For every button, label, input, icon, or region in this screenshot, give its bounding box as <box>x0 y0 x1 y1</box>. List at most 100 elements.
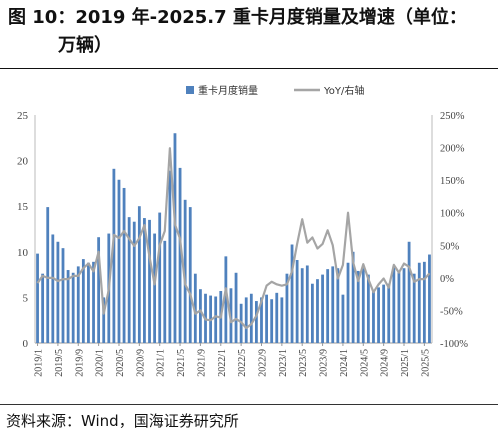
bar <box>331 266 335 343</box>
bar <box>127 217 131 343</box>
bar <box>402 268 406 343</box>
bar <box>92 261 95 343</box>
bar <box>173 133 177 343</box>
bar <box>321 274 324 343</box>
x-tick-label: 2019/9 <box>74 349 85 377</box>
bar <box>265 294 268 343</box>
bar <box>153 233 157 343</box>
y2-tick-label: -100% <box>440 339 468 350</box>
bar <box>392 266 396 343</box>
bar <box>326 269 330 343</box>
x-tick-label: 2021/9 <box>196 349 207 377</box>
bar <box>255 301 258 343</box>
source-note: 资料来源：Wind，国海证券研究所 <box>6 412 239 430</box>
bar <box>81 259 85 343</box>
y-tick-label: 15 <box>17 201 29 213</box>
y-tick-label: 0 <box>23 338 29 350</box>
legend-line-label: YoY/右轴 <box>323 84 364 97</box>
bar <box>417 262 421 343</box>
bar <box>188 207 192 343</box>
bar <box>260 297 263 343</box>
bar <box>122 187 126 343</box>
x-tick-label: 2024/9 <box>380 349 391 377</box>
bar <box>163 240 167 343</box>
y2-tick-label: 200% <box>440 144 465 155</box>
bar <box>316 279 319 343</box>
y2-tick-label: -50% <box>440 306 463 317</box>
bar <box>407 241 411 343</box>
x-tick-label: 2023/1 <box>278 349 289 377</box>
bar <box>36 253 39 343</box>
bar <box>224 256 228 343</box>
bar <box>412 273 416 343</box>
bar <box>275 292 279 343</box>
bar <box>46 207 50 343</box>
bar <box>214 296 218 343</box>
bar <box>346 262 350 343</box>
bar <box>61 248 65 343</box>
y2-tick-label: 0% <box>440 274 454 285</box>
x-tick-label: 2019/5 <box>54 349 65 377</box>
bar <box>372 291 375 343</box>
bar <box>51 234 55 343</box>
figure-title: 图 10：2019 年-2025.7 重卡月度销量及增速（单位： 万辆） <box>8 4 494 60</box>
bar <box>178 167 182 343</box>
x-tick-label: 2019/1 <box>34 349 45 377</box>
y-tick-label: 25 <box>17 110 29 122</box>
bar <box>71 272 75 343</box>
bar <box>387 283 391 343</box>
x-tick-label: 2022/1 <box>217 349 228 377</box>
bar <box>234 272 238 343</box>
bar <box>117 179 121 343</box>
bar <box>132 221 136 343</box>
bar <box>41 273 45 343</box>
bar <box>66 270 70 343</box>
bar <box>382 284 386 343</box>
yoy-line <box>36 147 431 330</box>
bar <box>300 268 304 343</box>
bar <box>137 206 141 343</box>
bar <box>168 170 172 343</box>
bar <box>290 244 294 343</box>
y-tick-label: 10 <box>17 247 29 259</box>
bar <box>97 237 101 343</box>
legend-bar-label: 重卡月度销量 <box>198 84 258 97</box>
y-tick-label: 20 <box>17 156 29 168</box>
figure-title-line2: 万辆） <box>58 35 112 56</box>
bar <box>310 283 314 343</box>
bar <box>295 260 299 343</box>
x-tick-label: 2021/5 <box>176 349 187 377</box>
x-tick-label: 2020/1 <box>95 349 106 377</box>
bar <box>361 268 365 343</box>
bar <box>112 168 116 343</box>
bar <box>280 297 284 343</box>
x-tick-label: 2024/1 <box>339 349 350 377</box>
y2-tick-label: 50% <box>440 241 460 252</box>
bar <box>397 270 401 343</box>
y2-tick-label: 150% <box>440 176 465 187</box>
bar <box>148 219 151 343</box>
bar <box>341 294 345 343</box>
figure-title-line1: 图 10：2019 年-2025.7 重卡月度销量及增速（单位： <box>8 7 467 28</box>
x-tick-label: 2020/9 <box>135 349 146 377</box>
x-tick-label: 2025/1 <box>400 349 411 377</box>
bar <box>158 212 162 343</box>
bar <box>183 199 187 343</box>
bar <box>270 299 274 343</box>
bar <box>56 241 60 343</box>
y2-tick-label: 100% <box>440 209 465 220</box>
bar <box>143 218 146 343</box>
bar <box>366 274 370 343</box>
bar <box>285 273 289 343</box>
bar <box>76 266 80 343</box>
bar <box>336 268 340 343</box>
bar <box>87 262 90 343</box>
source-rule <box>0 404 498 405</box>
x-tick-label: 2022/5 <box>237 349 248 377</box>
x-tick-label: 2025/5 <box>420 349 431 377</box>
title-rule <box>0 68 498 69</box>
bar <box>422 261 426 343</box>
bar <box>356 270 360 343</box>
bar <box>351 251 355 343</box>
bar <box>102 297 106 343</box>
